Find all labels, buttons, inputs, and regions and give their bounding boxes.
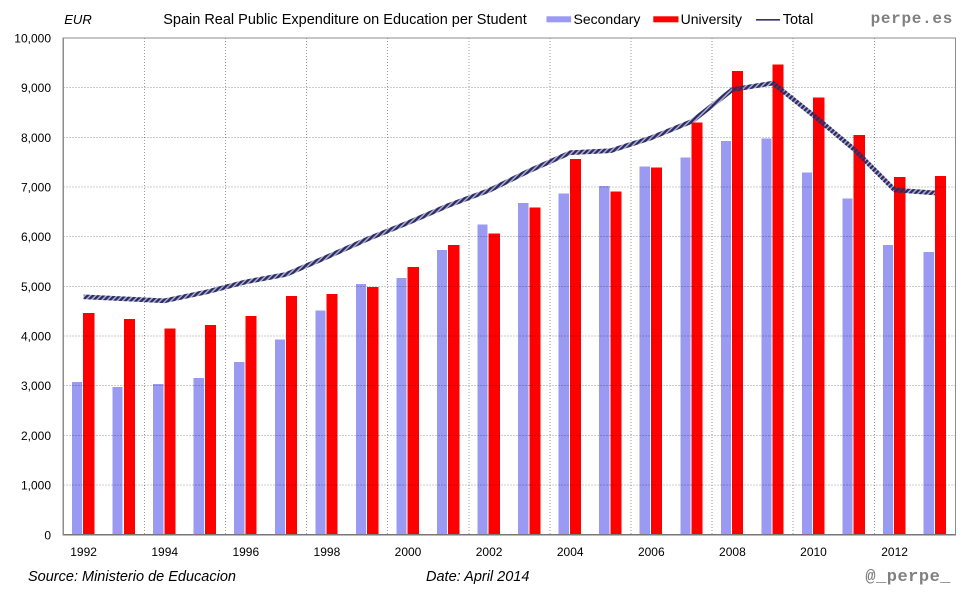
svg-text:2,000: 2,000	[21, 429, 51, 443]
svg-text:Spain Real Public Expenditure: Spain Real Public Expenditure on Educati…	[163, 12, 527, 28]
svg-text:1,000: 1,000	[21, 479, 51, 493]
svg-text:2002: 2002	[476, 545, 503, 559]
svg-text:2004: 2004	[557, 545, 584, 559]
svg-text:Source: Ministerio de Educacio: Source: Ministerio de Educacion	[28, 569, 236, 585]
svg-text:0: 0	[44, 528, 51, 542]
svg-text:Date: April 2014: Date: April 2014	[426, 569, 529, 585]
svg-text:6,000: 6,000	[21, 230, 51, 244]
svg-text:EUR: EUR	[64, 12, 91, 27]
svg-text:2010: 2010	[800, 545, 827, 559]
svg-text:5,000: 5,000	[21, 280, 51, 294]
svg-text:3,000: 3,000	[21, 379, 51, 393]
svg-text:9,000: 9,000	[21, 81, 51, 95]
svg-text:2012: 2012	[881, 545, 908, 559]
svg-text:7,000: 7,000	[21, 181, 51, 195]
svg-text:Total: Total	[783, 12, 814, 28]
svg-text:Secondary: Secondary	[574, 11, 641, 27]
svg-text:1998: 1998	[314, 545, 341, 559]
svg-text:1996: 1996	[232, 545, 259, 559]
svg-text:2006: 2006	[638, 545, 665, 559]
svg-text:2000: 2000	[395, 545, 422, 559]
svg-text:@_perpe_: @_perpe_	[865, 568, 951, 587]
svg-text:8,000: 8,000	[21, 131, 51, 145]
svg-text:2008: 2008	[719, 545, 746, 559]
svg-text:1992: 1992	[70, 545, 97, 559]
svg-text:4,000: 4,000	[21, 330, 51, 344]
svg-text:perpe.es: perpe.es	[871, 10, 953, 28]
svg-text:10,000: 10,000	[14, 31, 51, 45]
svg-text:University: University	[681, 11, 742, 27]
svg-text:1994: 1994	[151, 545, 178, 559]
